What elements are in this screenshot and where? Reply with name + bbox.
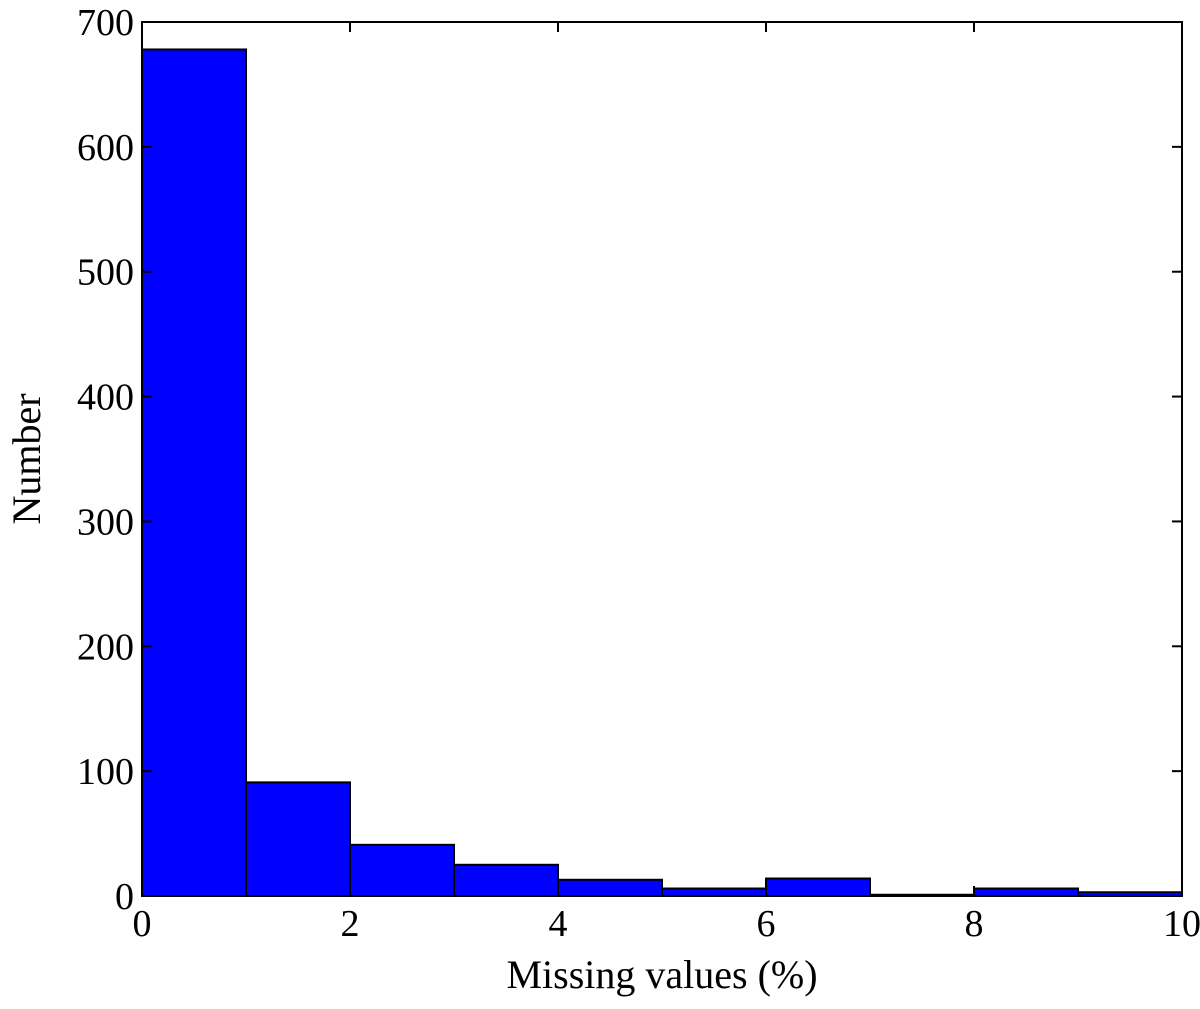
histogram-bar-2	[350, 845, 454, 896]
y-tick-labels: 0 100 200 300 400 500 600 700	[77, 2, 134, 918]
histogram-bar-1	[246, 782, 350, 896]
histogram-bar-8	[974, 889, 1078, 896]
y-tick-label-4: 400	[77, 377, 134, 419]
x-tick-label-3: 6	[757, 903, 776, 945]
x-tick-labels: 0 2 4 6 8 10	[133, 903, 1200, 945]
y-tick-label-0: 0	[115, 876, 134, 918]
x-tick-label-2: 4	[549, 903, 568, 945]
x-axis-label: Missing values (%)	[506, 952, 817, 997]
x-tick-label-1: 2	[341, 903, 360, 945]
x-tick-label-0: 0	[133, 903, 152, 945]
y-axis-label: Number	[4, 393, 49, 524]
plot-frame	[142, 22, 1182, 896]
y-tick-label-6: 600	[77, 127, 134, 169]
ticks-layer	[142, 22, 1182, 896]
y-tick-label-5: 500	[77, 252, 134, 294]
x-tick-label-4: 8	[965, 903, 984, 945]
y-tick-label-2: 200	[77, 626, 134, 668]
y-tick-label-3: 300	[77, 501, 134, 543]
bars-layer	[142, 49, 1182, 896]
y-tick-label-1: 100	[77, 751, 134, 793]
x-tick-label-5: 10	[1163, 903, 1200, 945]
histogram-bar-3	[454, 865, 558, 896]
histogram-bar-6	[766, 879, 870, 896]
histogram-bar-4	[558, 880, 662, 896]
y-tick-label-7: 700	[77, 2, 134, 44]
histogram-bar-5	[662, 889, 766, 896]
histogram-bar-0	[142, 49, 246, 896]
